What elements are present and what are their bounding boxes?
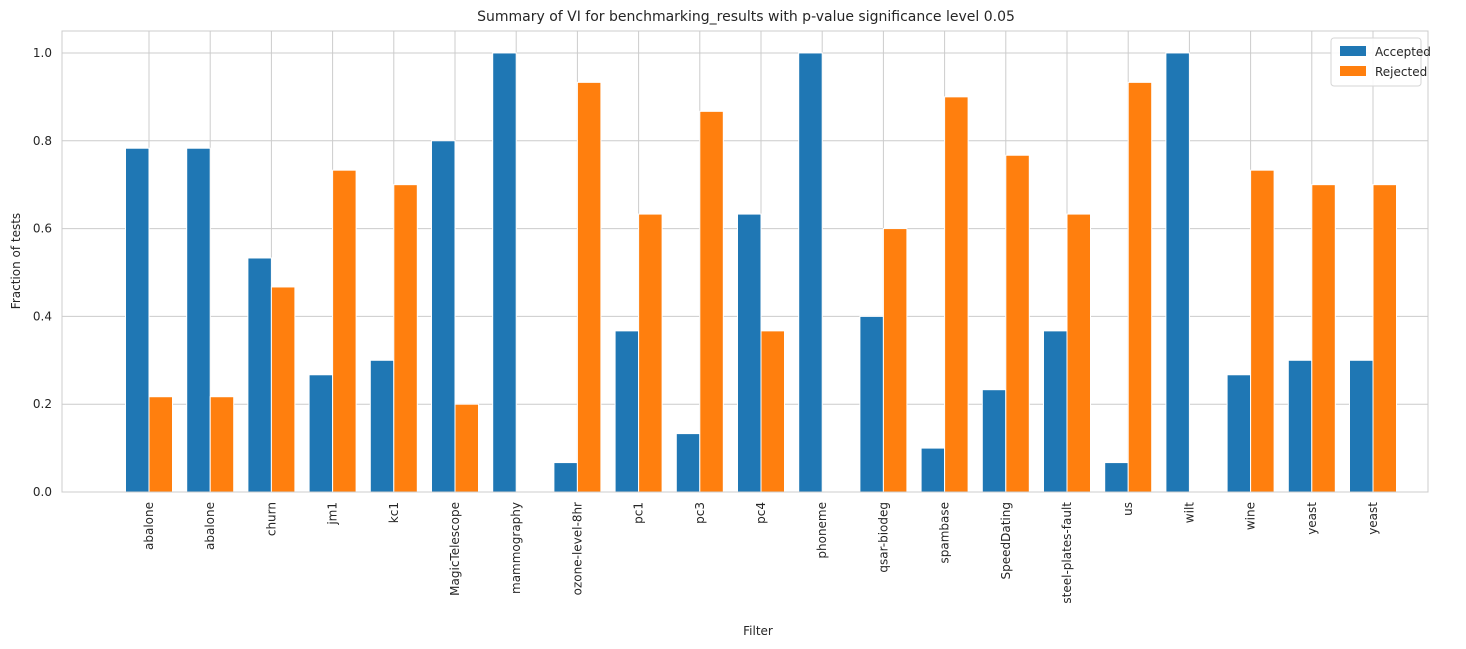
bar-accepted-10 xyxy=(737,213,762,493)
x-tick-label: kc1 xyxy=(387,502,401,523)
bar-accepted-9 xyxy=(675,433,701,493)
bar-accepted-6 xyxy=(492,52,517,493)
legend-label-rejected: Rejected xyxy=(1375,65,1427,79)
x-tick-label: phoneme xyxy=(815,502,829,559)
x-tick-label: ozone-level-8hr xyxy=(570,502,584,595)
bar-rejected-10 xyxy=(760,330,785,493)
bar-accepted-4 xyxy=(369,359,395,493)
x-tick-label: spambase xyxy=(938,502,952,564)
bar-accepted-5 xyxy=(431,140,456,493)
y-tick-label: 0.0 xyxy=(33,485,52,499)
bar-accepted-3 xyxy=(308,374,334,493)
bar-rejected-12 xyxy=(882,228,908,493)
bar-rejected-19 xyxy=(1311,184,1336,493)
x-tick-label: wilt xyxy=(1182,502,1196,523)
bar-rejected-8 xyxy=(638,213,663,493)
legend: Accepted Rejected xyxy=(1330,37,1431,87)
bar-rejected-2 xyxy=(270,286,296,493)
y-tick-label: 0.8 xyxy=(33,134,52,148)
x-tick-label: churn xyxy=(264,502,278,536)
bar-accepted-17 xyxy=(1165,52,1190,493)
x-tick-label: wine xyxy=(1244,502,1258,530)
bar-accepted-13 xyxy=(920,447,946,493)
bar-rejected-3 xyxy=(332,169,357,493)
bar-accepted-20 xyxy=(1349,359,1374,493)
x-tick-label: abalone xyxy=(142,502,156,550)
bar-accepted-7 xyxy=(553,462,578,493)
bar-accepted-19 xyxy=(1287,359,1313,493)
y-tick-label: 1.0 xyxy=(33,46,52,60)
x-tick-label: pc4 xyxy=(754,502,768,524)
legend-swatch-accepted xyxy=(1340,46,1366,56)
bar-accepted-2 xyxy=(247,257,272,493)
chart-title: Summary of VI for benchmarking_results w… xyxy=(477,9,1015,25)
legend-swatch-rejected xyxy=(1340,66,1366,76)
y-tick-label: 0.4 xyxy=(33,309,52,323)
bar-accepted-1 xyxy=(186,147,211,493)
bar-accepted-16 xyxy=(1104,462,1129,493)
bar-rejected-13 xyxy=(944,96,969,493)
bar-rejected-15 xyxy=(1066,213,1091,493)
y-axis-ticks: 0.0 0.2 0.4 0.6 0.8 1.0 xyxy=(33,46,52,499)
x-tick-label: qsar-biodeg xyxy=(876,502,890,573)
y-axis-label: Fraction of tests xyxy=(9,213,23,309)
bar-rejected-7 xyxy=(576,81,602,493)
plot-frame xyxy=(61,30,1429,493)
x-tick-label: yeast xyxy=(1305,502,1319,535)
x-tick-label: steel-plates-fault xyxy=(1060,502,1074,604)
bar-rejected-18 xyxy=(1250,169,1275,493)
bar-accepted-12 xyxy=(859,315,884,493)
bar-rejected-20 xyxy=(1372,184,1397,493)
x-axis-label: Filter xyxy=(743,624,773,638)
bar-accepted-15 xyxy=(1043,330,1068,493)
x-tick-label: mammography xyxy=(509,502,523,594)
bar-accepted-18 xyxy=(1226,374,1252,493)
bar-rejected-9 xyxy=(699,110,724,493)
bar-accepted-8 xyxy=(614,330,640,493)
x-tick-label: MagicTelescope xyxy=(448,502,462,596)
bar-accepted-0 xyxy=(125,147,150,493)
legend-label-accepted: Accepted xyxy=(1375,45,1431,59)
y-tick-label: 0.6 xyxy=(33,222,52,236)
bar-rejected-16 xyxy=(1127,81,1153,493)
x-tick-label: pc3 xyxy=(693,502,707,524)
x-tick-label: jm1 xyxy=(326,502,340,526)
x-tick-label: pc1 xyxy=(632,502,646,524)
x-tick-label: SpeedDating xyxy=(999,502,1013,579)
y-tick-label: 0.2 xyxy=(33,397,52,411)
x-tick-label: us xyxy=(1121,502,1135,516)
bar-rejected-14 xyxy=(1005,154,1030,493)
bar-accepted-11 xyxy=(798,52,823,493)
bar-rejected-1 xyxy=(209,396,235,493)
bar-accepted-14 xyxy=(981,389,1007,493)
bar-rejected-5 xyxy=(454,403,479,493)
x-tick-label: abalone xyxy=(203,502,217,550)
x-axis-ticks: abalone abalone churn jm1 kc1 MagicTelescope m… xyxy=(142,502,1380,604)
bar-rejected-0 xyxy=(148,396,173,493)
bar-rejected-4 xyxy=(393,184,418,493)
x-tick-label: yeast xyxy=(1366,502,1380,535)
